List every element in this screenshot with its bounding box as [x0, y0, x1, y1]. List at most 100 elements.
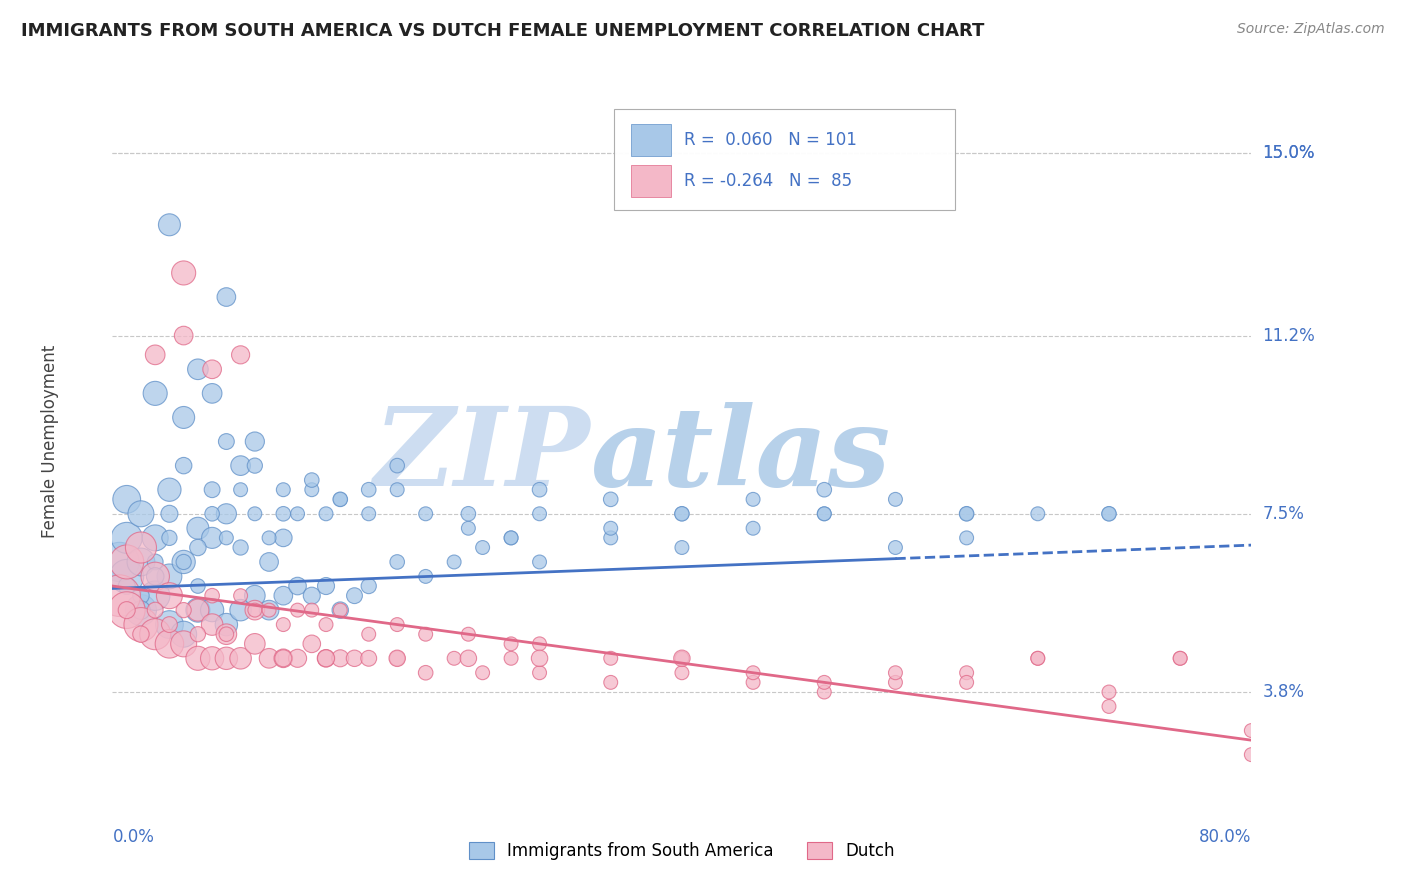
Point — [159, 483, 180, 497]
Point — [457, 627, 479, 641]
Point — [599, 531, 621, 545]
Point — [329, 492, 352, 507]
Point — [671, 507, 693, 521]
Point — [301, 473, 323, 487]
Point — [129, 627, 152, 641]
Point — [173, 410, 195, 425]
Text: 11.2%: 11.2% — [1263, 326, 1315, 344]
Point — [357, 651, 380, 665]
Point — [301, 483, 323, 497]
Point — [1098, 699, 1121, 714]
Point — [257, 555, 280, 569]
Point — [273, 651, 295, 665]
Point — [187, 521, 209, 535]
Point — [173, 555, 195, 569]
Point — [201, 617, 224, 632]
Point — [159, 617, 180, 632]
Point — [287, 507, 309, 521]
Point — [315, 507, 337, 521]
Point — [315, 579, 337, 593]
Point — [115, 579, 138, 593]
Point — [529, 555, 551, 569]
Point — [529, 651, 551, 665]
Point — [1098, 685, 1121, 699]
Point — [287, 651, 309, 665]
Point — [415, 665, 437, 680]
Point — [243, 507, 266, 521]
Text: 0.0%: 0.0% — [112, 828, 155, 846]
Point — [173, 627, 195, 641]
Point — [884, 675, 907, 690]
Point — [229, 651, 252, 665]
Text: 7.5%: 7.5% — [1263, 505, 1305, 523]
Point — [173, 555, 195, 569]
Point — [315, 617, 337, 632]
Point — [115, 492, 138, 507]
Point — [229, 541, 252, 555]
Point — [956, 507, 979, 521]
Point — [599, 521, 621, 535]
Point — [173, 458, 195, 473]
Point — [173, 266, 195, 280]
Point — [415, 569, 437, 583]
Point — [115, 603, 138, 617]
Point — [243, 458, 266, 473]
Point — [129, 541, 152, 555]
Point — [1026, 651, 1049, 665]
Point — [215, 627, 238, 641]
Point — [671, 541, 693, 555]
Point — [315, 651, 337, 665]
Text: 80.0%: 80.0% — [1199, 828, 1251, 846]
Point — [385, 651, 409, 665]
Point — [315, 651, 337, 665]
Bar — [631, 124, 671, 156]
Point — [671, 665, 693, 680]
Point — [115, 531, 138, 545]
Point — [742, 492, 765, 507]
Point — [143, 569, 166, 583]
Point — [529, 665, 551, 680]
Point — [187, 603, 209, 617]
Text: Female Unemployment: Female Unemployment — [41, 345, 59, 538]
Point — [813, 483, 835, 497]
Point — [671, 651, 693, 665]
Point — [143, 627, 166, 641]
Point — [471, 541, 494, 555]
Point — [385, 651, 409, 665]
Point — [599, 675, 621, 690]
Point — [143, 555, 166, 569]
Point — [201, 362, 224, 376]
Point — [257, 603, 280, 617]
Point — [187, 579, 209, 593]
Point — [671, 507, 693, 521]
Point — [143, 386, 166, 401]
Point — [813, 507, 835, 521]
Point — [357, 627, 380, 641]
Bar — [631, 165, 671, 197]
Point — [108, 589, 131, 603]
Point — [1026, 651, 1049, 665]
Text: ZIP: ZIP — [374, 402, 591, 509]
Point — [273, 531, 295, 545]
Point — [187, 603, 209, 617]
Point — [1098, 507, 1121, 521]
Point — [143, 348, 166, 362]
Point — [329, 651, 352, 665]
Text: R =  0.060   N = 101: R = 0.060 N = 101 — [685, 130, 858, 149]
Point — [813, 685, 835, 699]
Point — [884, 492, 907, 507]
Point — [529, 637, 551, 651]
Point — [243, 603, 266, 617]
Point — [357, 507, 380, 521]
Point — [884, 541, 907, 555]
Point — [229, 458, 252, 473]
Point — [108, 555, 131, 569]
Point — [201, 603, 224, 617]
Point — [501, 531, 523, 545]
Point — [956, 675, 979, 690]
Point — [115, 603, 138, 617]
Point — [173, 603, 195, 617]
Text: 15.0%: 15.0% — [1263, 144, 1315, 161]
Point — [385, 555, 409, 569]
Point — [143, 531, 166, 545]
